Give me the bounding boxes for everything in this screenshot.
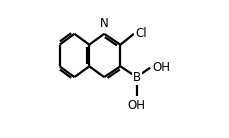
Text: Cl: Cl [135,27,146,40]
Text: OH: OH [152,61,169,74]
Text: N: N [99,18,108,30]
Text: B: B [132,71,140,84]
Text: OH: OH [127,99,145,112]
